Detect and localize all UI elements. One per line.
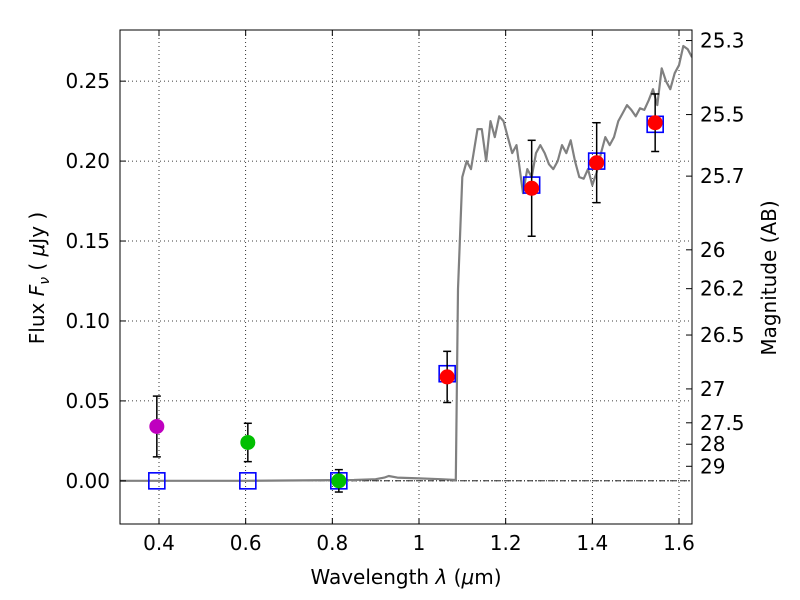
y2-tick-label: 29 <box>700 454 725 478</box>
y2-tick-label: 25.3 <box>700 29 745 53</box>
y2-tick-label: 26 <box>700 238 725 262</box>
y2-tick-label: 27 <box>700 377 725 401</box>
flux-point <box>524 180 540 196</box>
model-sed-line <box>120 44 692 482</box>
x-tick-label: 1.6 <box>663 531 695 555</box>
x-tick-label: 1.2 <box>490 531 522 555</box>
flux-point <box>149 418 165 434</box>
photometry-points <box>148 93 664 493</box>
y-tick-label: 0.25 <box>65 69 110 93</box>
y2-tick-label: 28 <box>700 432 725 456</box>
x-tick-label: 1.4 <box>576 531 608 555</box>
flux-point <box>589 155 605 171</box>
y-tick-label: 0.00 <box>65 469 110 493</box>
flux-point <box>240 434 256 450</box>
model-sed-layer <box>120 44 692 482</box>
x-axis-title: Wavelength λ (μm) <box>310 565 501 589</box>
flux-point <box>331 473 347 489</box>
y-tick-label: 0.05 <box>65 389 110 413</box>
y2-tick-label: 27.5 <box>700 411 745 435</box>
y2-tick-label: 26.2 <box>700 277 745 301</box>
model-flux-square <box>239 472 257 490</box>
y-tick-label: 0.20 <box>65 149 110 173</box>
y-axis-title: Flux Fν ( μJy ) <box>25 212 53 344</box>
model-flux-square <box>148 472 166 490</box>
flux-point <box>647 115 663 131</box>
x-tick-label: 1 <box>413 531 426 555</box>
y2-tick-label: 25.5 <box>700 103 745 127</box>
axis-ticks: 0.4 0.6 0.8 1 1.2 1.4 1.6 0.00 0.05 0.10 0.15 0.20 0… <box>65 29 744 555</box>
x-tick-label: 0.8 <box>316 531 348 555</box>
y2-tick-label: 25.7 <box>700 164 745 188</box>
flux-point <box>439 369 455 385</box>
y2-axis-title: Magnitude (AB) <box>757 200 781 355</box>
plot-frame <box>119 29 693 525</box>
y-tick-label: 0.10 <box>65 309 110 333</box>
y2-tick-label: 26.5 <box>700 323 745 347</box>
y-tick-label: 0.15 <box>65 229 110 253</box>
x-tick-label: 0.6 <box>230 531 262 555</box>
x-tick-label: 0.4 <box>143 531 175 555</box>
